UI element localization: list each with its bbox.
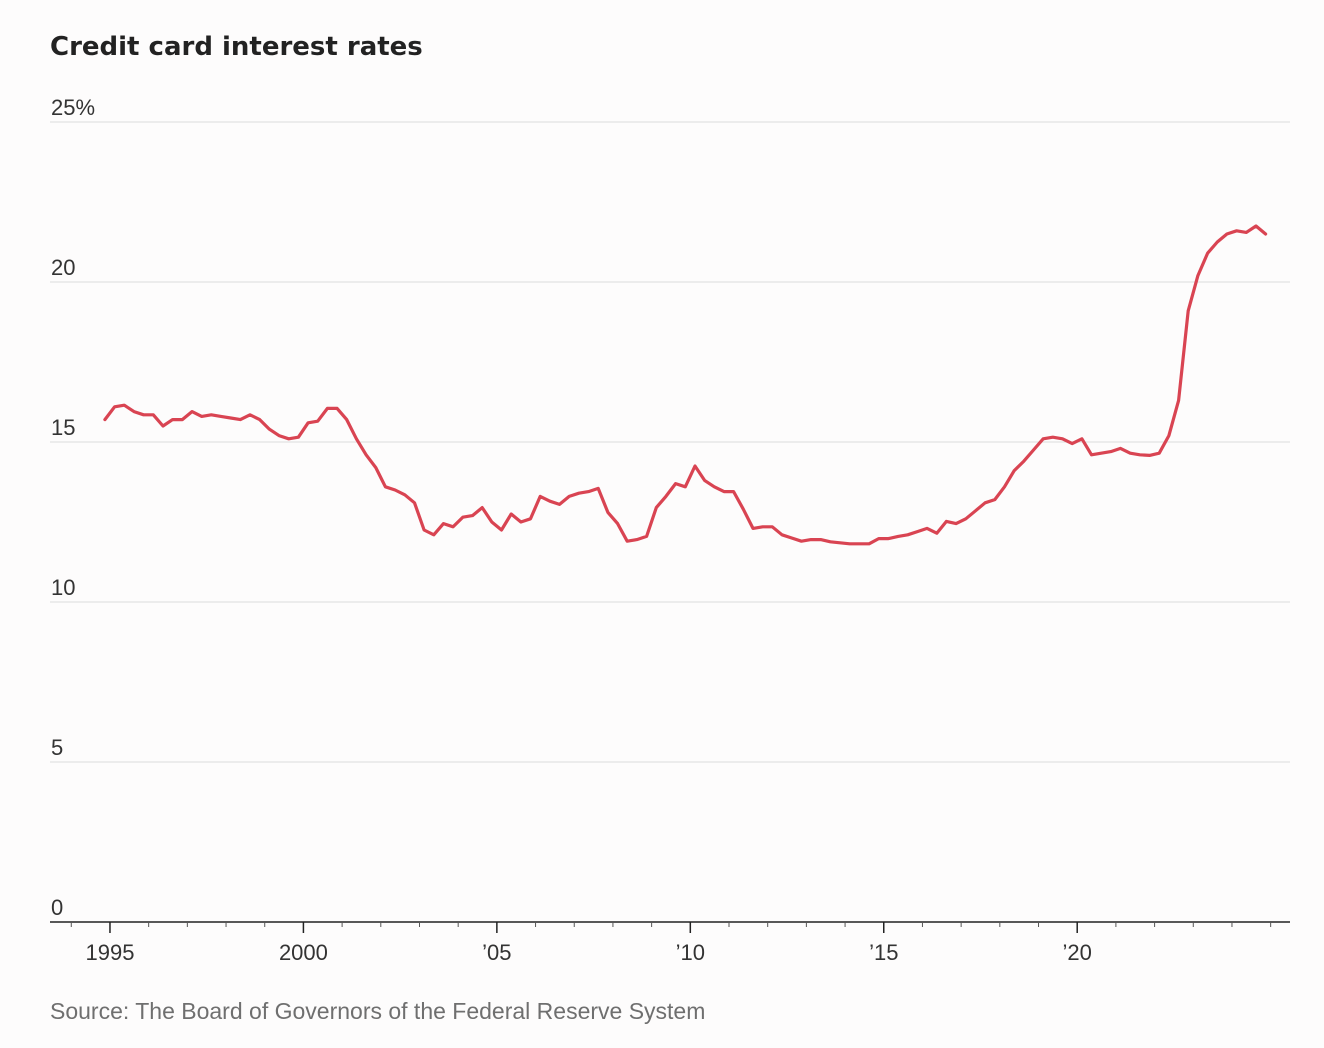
- series-layer: [103, 224, 1268, 546]
- gridlines: [50, 121, 1290, 763]
- y-axis-tick-labels: 25% 20 15 10 5 0: [51, 95, 95, 920]
- x-tick-label-5: ’20: [1063, 940, 1092, 965]
- x-axis: 1995 2000 ’05 ’10 ’15 ’20: [50, 921, 1290, 965]
- y-tick-label-4: 5: [51, 735, 63, 760]
- y-tick-label-0: 25%: [51, 95, 95, 120]
- y-tick-label-5: 0: [51, 895, 63, 920]
- x-tick-label-3: ’10: [676, 940, 705, 965]
- y-tick-label-1: 20: [51, 255, 75, 280]
- x-tick-label-0: 1995: [85, 940, 134, 965]
- x-tick-label-1: 2000: [279, 940, 328, 965]
- source-note: Source: The Board of Governors of the Fe…: [50, 998, 705, 1024]
- x-tick-label-2: ’05: [482, 940, 511, 965]
- series-line-0: [103, 224, 1268, 546]
- x-tick-label-4: ’15: [869, 940, 898, 965]
- y-tick-label-2: 15: [51, 415, 75, 440]
- y-tick-label-3: 10: [51, 575, 75, 600]
- chart-title: Credit card interest rates: [50, 32, 423, 62]
